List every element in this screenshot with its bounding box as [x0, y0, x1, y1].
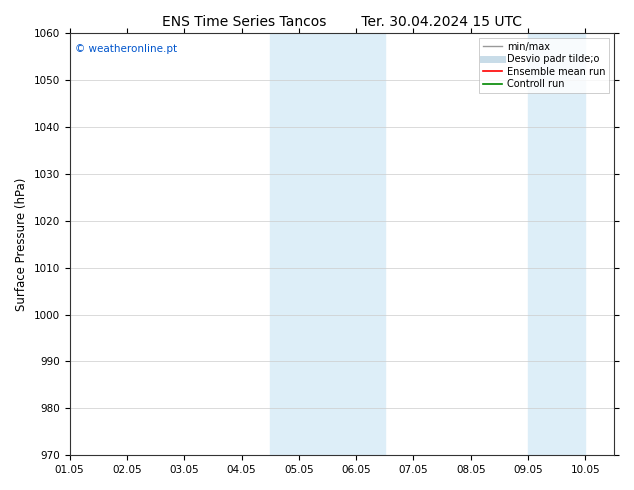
- Title: ENS Time Series Tancos        Ter. 30.04.2024 15 UTC: ENS Time Series Tancos Ter. 30.04.2024 1…: [162, 15, 522, 29]
- Text: © weatheronline.pt: © weatheronline.pt: [75, 44, 177, 53]
- Legend: min/max, Desvio padr tilde;o, Ensemble mean run, Controll run: min/max, Desvio padr tilde;o, Ensemble m…: [479, 38, 609, 93]
- Bar: [528, 33, 585, 455]
- Y-axis label: Surface Pressure (hPa): Surface Pressure (hPa): [15, 177, 28, 311]
- Bar: [270, 33, 385, 455]
